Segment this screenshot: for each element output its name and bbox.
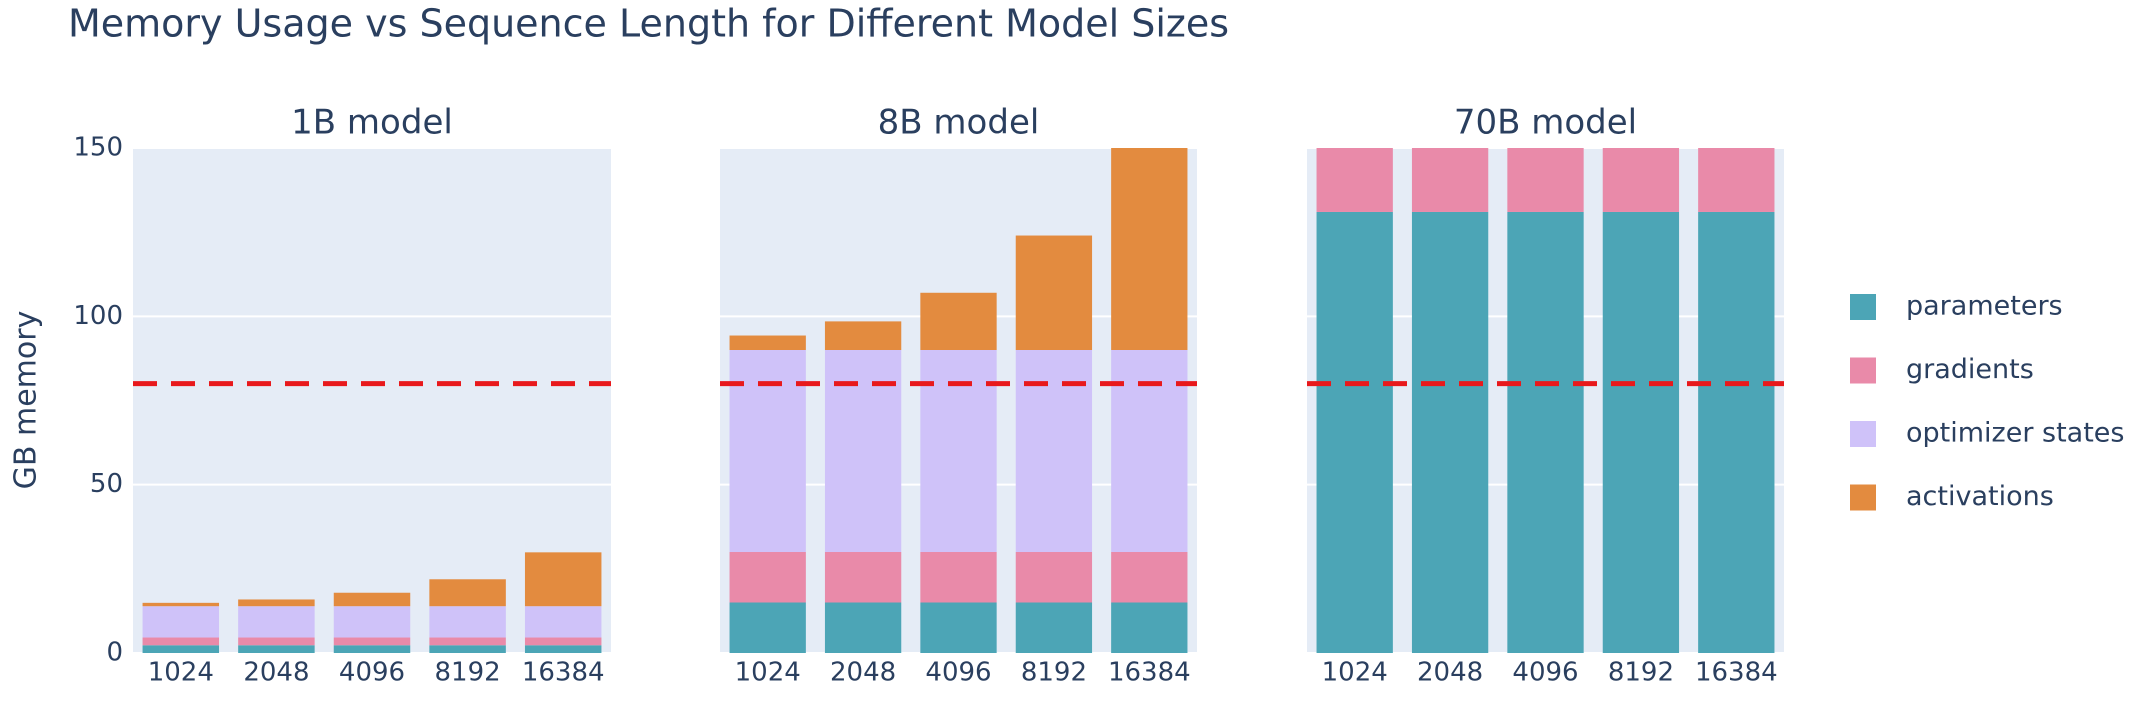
bar-segment: [824, 350, 902, 552]
bar-segment: [142, 645, 220, 653]
bar-segment: [1015, 552, 1093, 603]
y-tick-label: 50: [90, 469, 123, 499]
bar-segment: [429, 645, 506, 653]
bars: [729, 148, 1188, 653]
bar-segment: [920, 350, 997, 552]
bar-segment: [1111, 350, 1188, 552]
y-tick-label: 100: [73, 301, 123, 331]
bar-segment: [1411, 148, 1489, 212]
bar-segment: [1698, 148, 1775, 212]
x-tick-label: 2048: [830, 658, 896, 688]
bar-segment: [429, 637, 506, 646]
bar-segment: [524, 552, 602, 607]
x-tick-label: 16384: [1108, 658, 1191, 688]
bar-segment: [333, 637, 411, 646]
bar-segment: [429, 579, 506, 607]
bar-segment: [1111, 552, 1188, 603]
bar-segment: [142, 606, 220, 638]
bar-segment: [1411, 211, 1489, 653]
bar-segment: [729, 602, 806, 653]
bar-segment: [1507, 148, 1584, 212]
y-tick-label: 0: [106, 638, 123, 668]
legend-swatch: [1850, 421, 1876, 447]
bar-segment: [729, 552, 806, 603]
bar-segment: [1602, 211, 1680, 653]
bar-segment: [1015, 350, 1093, 552]
legend-swatch: [1850, 357, 1876, 384]
bar-segment: [142, 637, 220, 646]
bar-segment: [1111, 148, 1188, 350]
x-tick-label: 4096: [339, 658, 405, 688]
bar-segment: [238, 606, 315, 638]
y-tick-label: 150: [73, 133, 123, 163]
bar-segment: [1602, 148, 1680, 212]
bar-segment: [1698, 211, 1775, 653]
legend-label: activations: [1906, 481, 2054, 512]
bar-segment: [920, 292, 997, 350]
bar-segment: [920, 602, 997, 653]
legend-swatch: [1850, 294, 1876, 320]
bar-segment: [238, 645, 315, 653]
bar-segment: [333, 645, 411, 653]
bar-segment: [1316, 148, 1393, 212]
bar-segment: [524, 645, 602, 653]
legend-swatch: [1850, 484, 1876, 511]
legend-label: parameters: [1906, 291, 2063, 322]
bar-segment: [824, 321, 902, 350]
bar-segment: [238, 599, 315, 607]
y-axis-label: GB memory: [9, 311, 44, 490]
bar-segment: [824, 552, 902, 603]
bars: [1316, 148, 1775, 653]
legend-label: optimizer states: [1906, 418, 2124, 449]
bar-segment: [333, 606, 411, 638]
bar-segment: [824, 602, 902, 653]
subplot-title: 8B model: [878, 103, 1040, 143]
x-tick-label: 2048: [1417, 658, 1483, 688]
x-tick-label: 4096: [925, 658, 991, 688]
bar-segment: [524, 606, 602, 638]
chart-title: Memory Usage vs Sequence Length for Diff…: [68, 2, 1229, 46]
bar-segment: [920, 552, 997, 603]
x-tick-label: 1024: [1322, 658, 1388, 688]
bars: [142, 552, 602, 653]
bar-segment: [1111, 602, 1188, 653]
subplot-title: 1B model: [291, 103, 453, 143]
subplot-title: 70B model: [1454, 103, 1637, 143]
x-tick-label: 4096: [1512, 658, 1578, 688]
legend-label: gradients: [1906, 354, 2034, 385]
bar-segment: [1015, 235, 1093, 350]
x-tick-label: 8192: [1021, 658, 1087, 688]
bar-segment: [1015, 602, 1093, 653]
x-tick-label: 2048: [243, 658, 309, 688]
bar-segment: [142, 602, 220, 607]
x-tick-label: 16384: [522, 658, 605, 688]
bar-segment: [1507, 211, 1584, 653]
x-tick-label: 1024: [735, 658, 801, 688]
bar-segment: [429, 606, 506, 638]
x-tick-label: 8192: [435, 658, 501, 688]
bar-segment: [333, 592, 411, 607]
x-tick-label: 8192: [1608, 658, 1674, 688]
bar-segment: [524, 637, 602, 646]
x-tick-label: 16384: [1695, 658, 1778, 688]
bar-segment: [1316, 211, 1393, 653]
bar-segment: [238, 637, 315, 646]
bar-segment: [729, 335, 806, 350]
x-tick-label: 1024: [148, 658, 214, 688]
bar-segment: [729, 350, 806, 552]
